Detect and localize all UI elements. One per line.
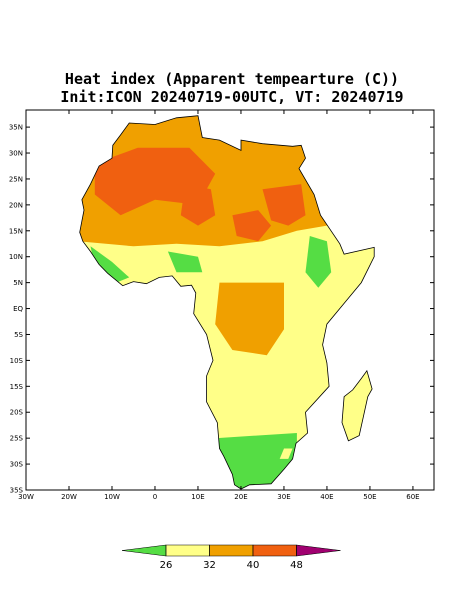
heat-zone (305, 236, 332, 288)
y-tick-label: 35N (9, 124, 23, 132)
heat-zone (180, 184, 216, 226)
heat-zone (262, 184, 306, 226)
x-tick-label: 0 (153, 493, 157, 501)
coastline (341, 369, 373, 442)
y-tick-label: 20S (10, 409, 24, 417)
x-tick-label: 40E (320, 493, 333, 501)
x-tick-label: 50E (363, 493, 376, 501)
title: Heat index (Apparent tempearture (C)) (65, 70, 399, 88)
colorbar-segment (209, 544, 254, 557)
heat-zone (215, 282, 284, 356)
heat-zones (79, 115, 332, 489)
x-tick-label: 30E (277, 493, 290, 501)
coastline (79, 115, 375, 490)
x-tick-label: 30W (18, 493, 34, 501)
x-tick-label: 10E (191, 493, 204, 501)
y-tick-label: 15N (9, 227, 23, 235)
land (79, 115, 375, 490)
heat-zone (232, 210, 272, 242)
heat-zone (215, 433, 297, 489)
subtitle: Init:ICON 20240719-00UTC, VT: 20240719 (60, 88, 403, 106)
y-tick-label: 5N (13, 279, 23, 287)
y-tick-label: 20N (9, 201, 23, 209)
y-tick-label: 25N (9, 175, 23, 183)
colorbar-label: 40 (247, 560, 260, 571)
heat-zone (90, 246, 130, 283)
colorbar: 26 32 40 48 (121, 544, 341, 571)
y-tick-label: 30N (9, 150, 23, 158)
y-tick-label: 30S (10, 461, 24, 469)
y-tick-label: EQ (13, 305, 23, 313)
colorbar-label: 26 (160, 560, 173, 571)
colorbar-segment (296, 544, 341, 557)
colorbar-label: 32 (203, 560, 216, 571)
colorbar-segment (252, 544, 297, 557)
island (342, 370, 373, 441)
y-tick-label: 5S (14, 331, 23, 339)
y-tick-label: 10N (9, 253, 23, 261)
heat-zone (167, 251, 203, 273)
x-tick-label: 10W (104, 493, 120, 501)
heat-zone (279, 448, 293, 459)
colorbar-segment (121, 544, 167, 557)
colorbar-segment (165, 544, 210, 557)
y-tick-label: 15S (10, 383, 24, 391)
x-tick-label: 20E (234, 493, 247, 501)
colorbar-label: 48 (290, 560, 303, 571)
y-tick-label: 10S (10, 357, 24, 365)
x-tick-label: 20W (61, 493, 77, 501)
y-tick-label: 35S (10, 487, 24, 495)
y-tick-label: 25S (10, 435, 24, 443)
x-tick-label: 60E (406, 493, 419, 501)
axes: 30W 20W 10W 0 10E 20E 30E 40E 50E 60E 35N 30N 25N 20N… (9, 110, 434, 501)
